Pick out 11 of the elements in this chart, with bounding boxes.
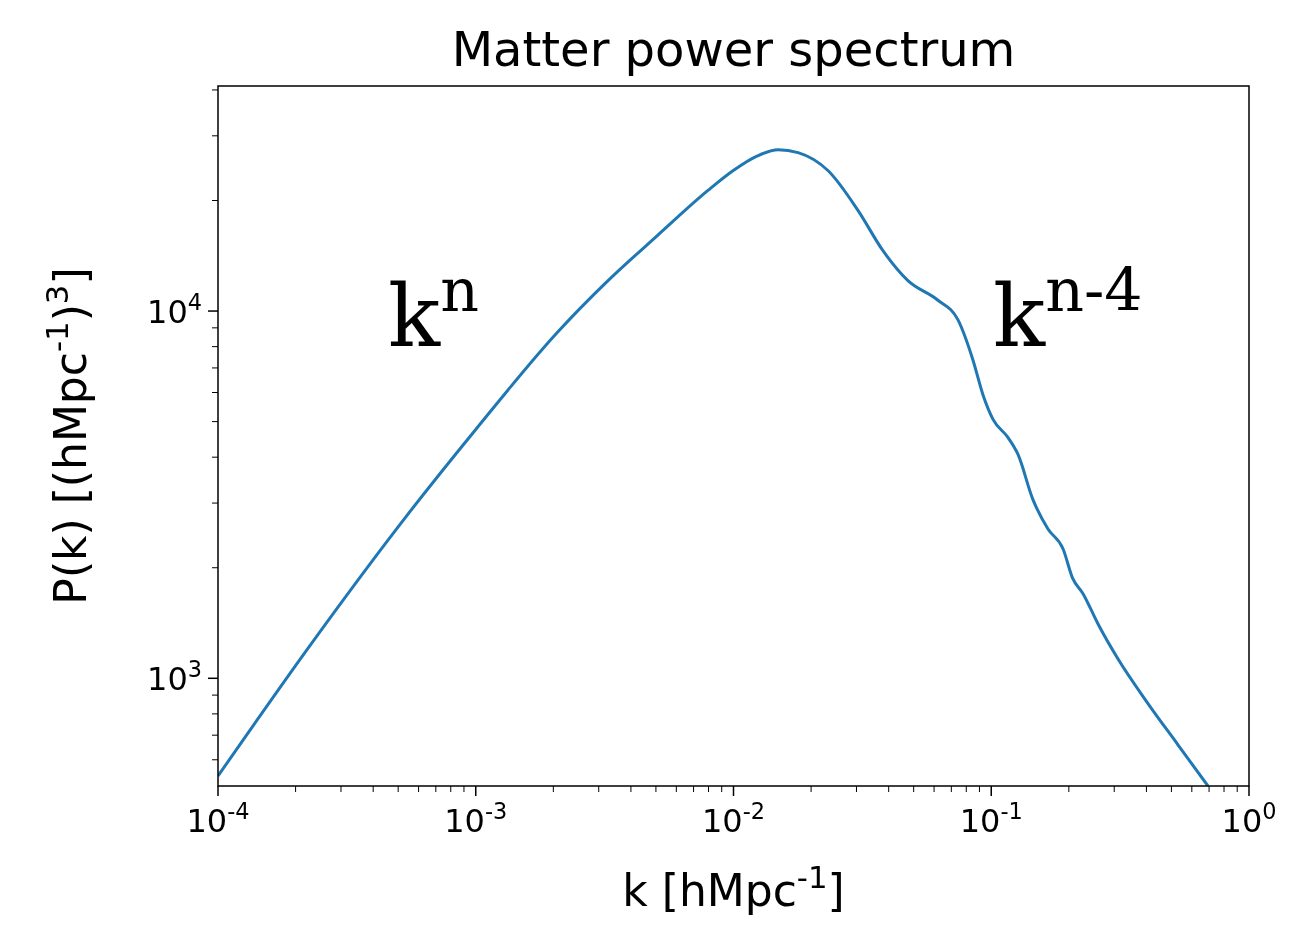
x-tick-label: 10$^{-1}$ <box>959 798 1023 840</box>
annotation: k$^{n}$ <box>388 255 479 366</box>
x-axis-title: k [hMpc$^{-1}$] <box>622 859 845 916</box>
y-tick-label: 10$^{3}$ <box>147 656 202 699</box>
y-tick-label: 10$^{4}$ <box>147 289 202 332</box>
x-tick-label: 10$^{-3}$ <box>444 798 508 840</box>
x-tick-label: 10$^{-4}$ <box>186 798 250 840</box>
x-tick-label: 10$^{-2}$ <box>701 798 766 840</box>
annotation: k$^{n-4}$ <box>993 255 1143 366</box>
chart-title: Matter power spectrum <box>451 21 1016 77</box>
x-tick-label: 10$^{0}$ <box>1221 798 1277 840</box>
